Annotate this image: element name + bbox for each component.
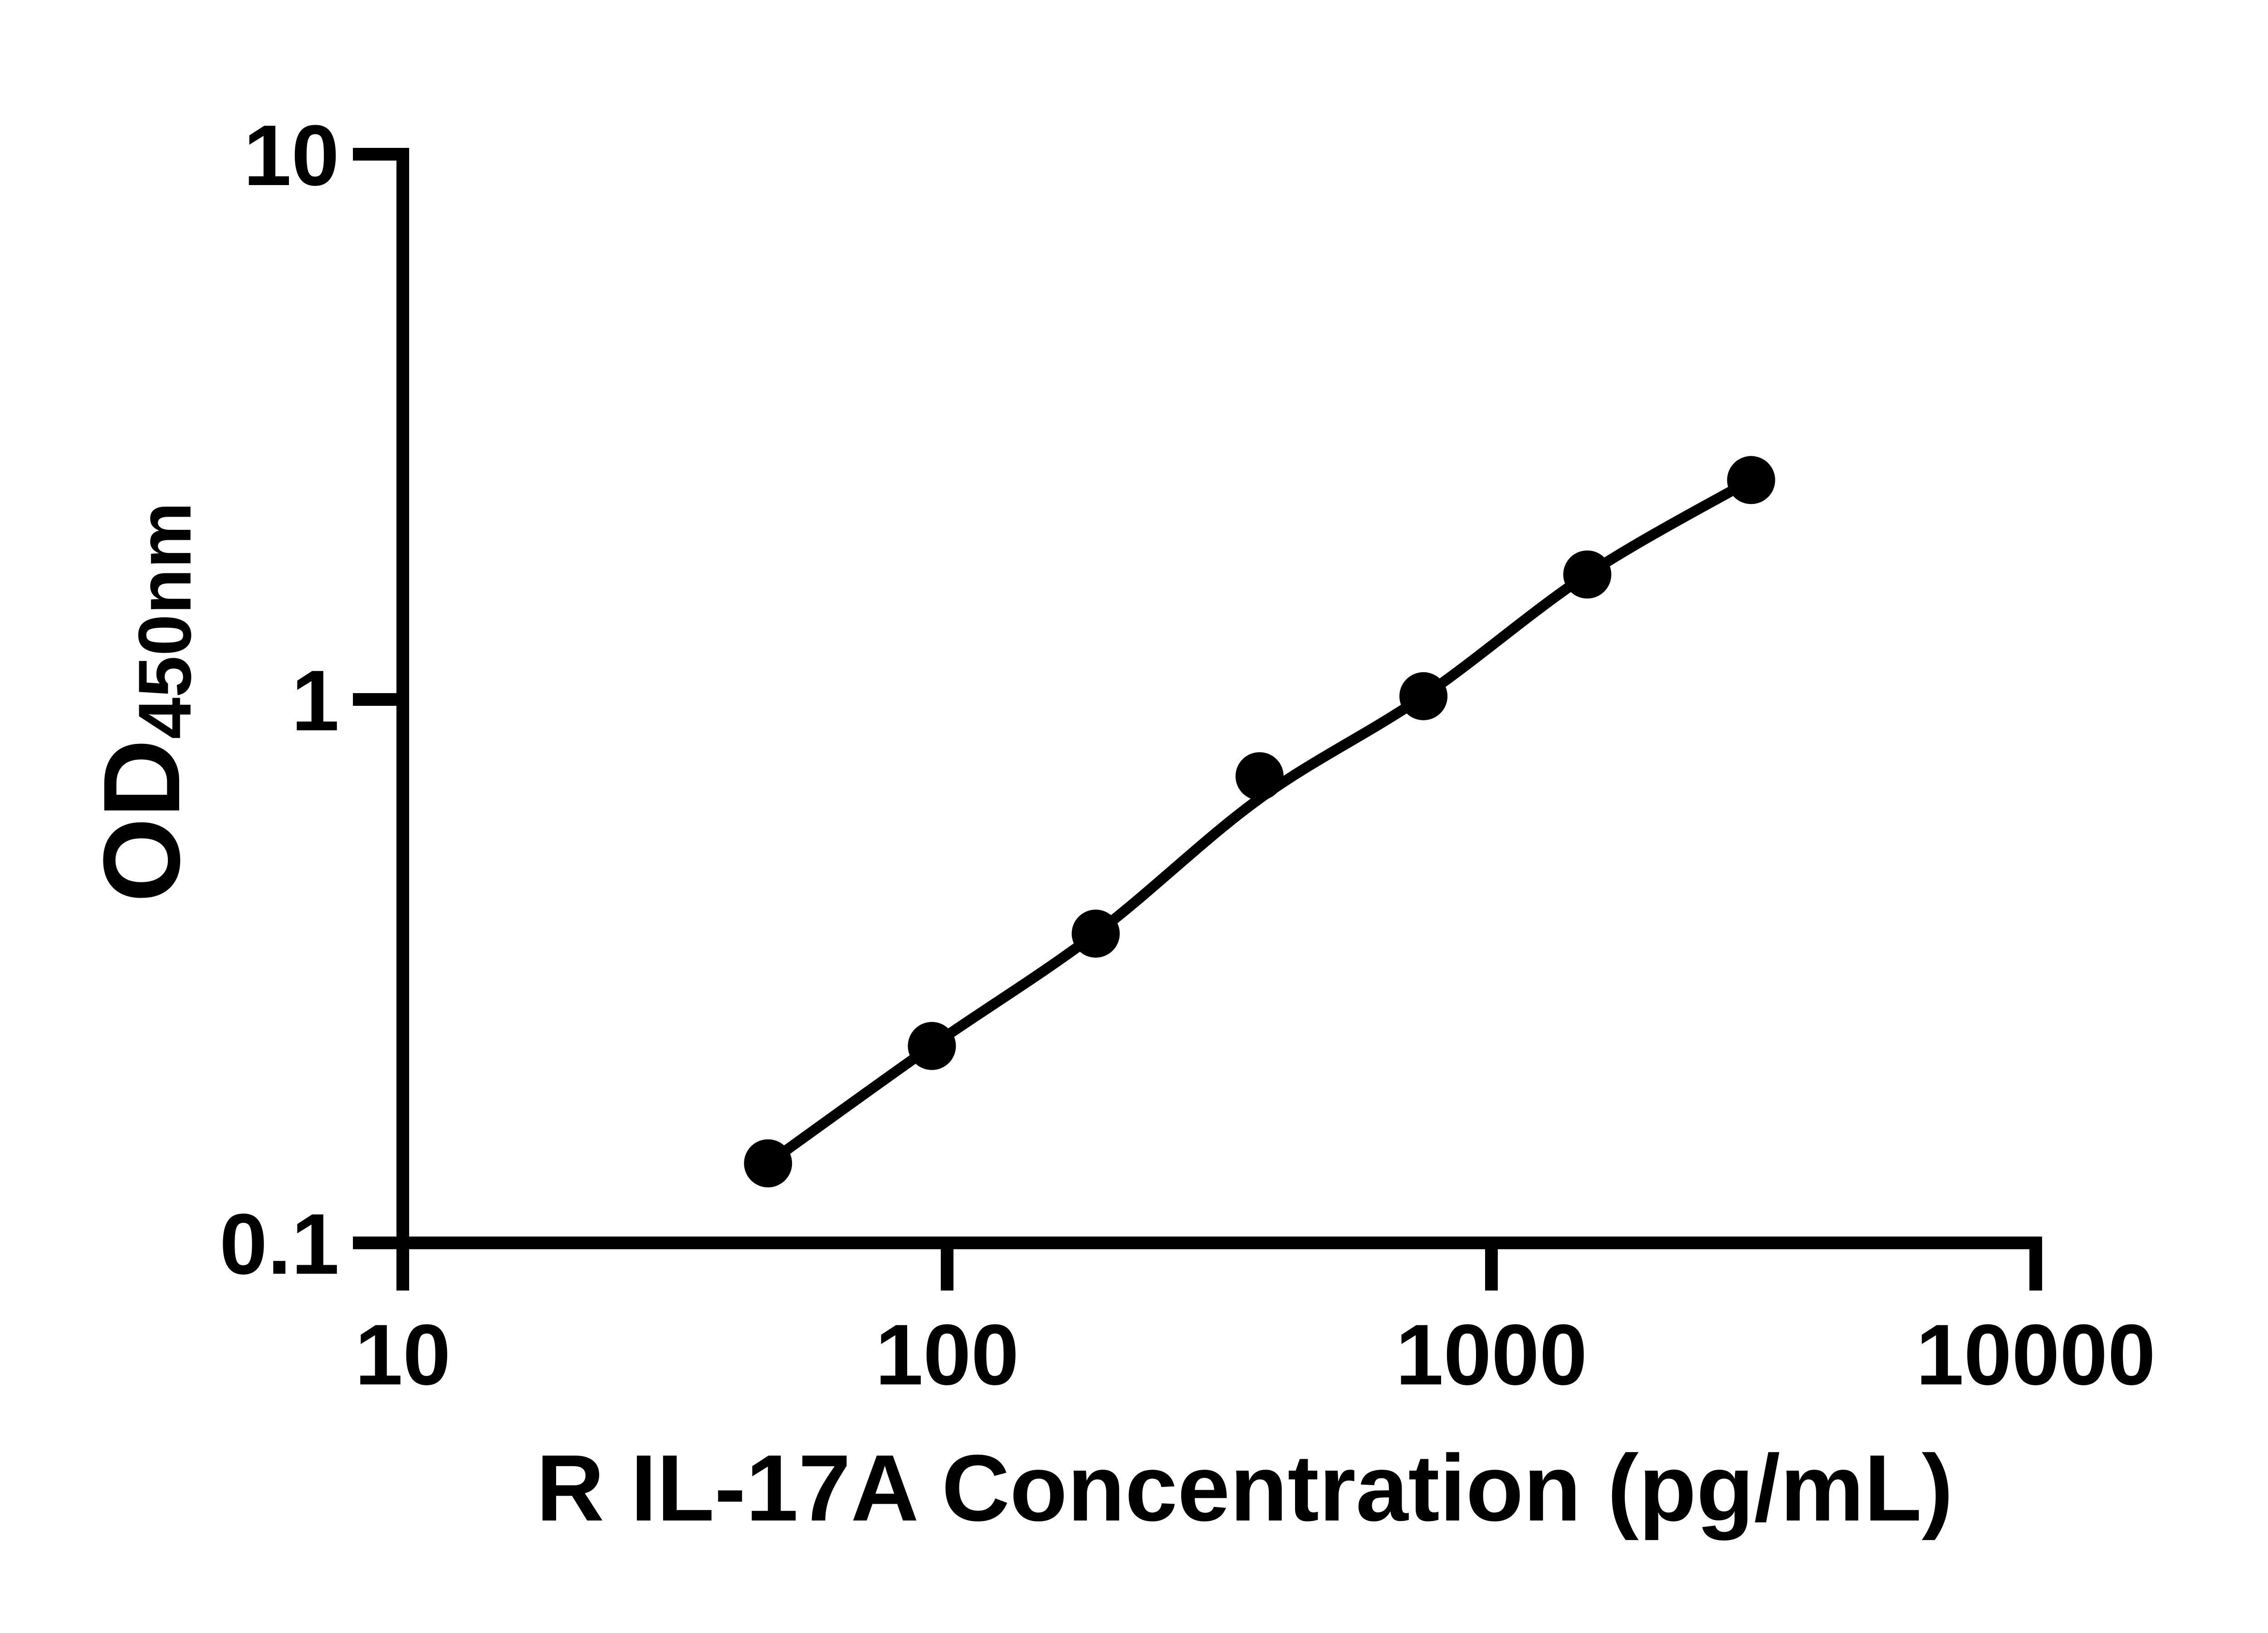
- axes: [353, 148, 2042, 1291]
- data-point: [1235, 752, 1284, 801]
- y-tick-label-0-1: 0.1: [220, 1196, 339, 1292]
- x-tick-label-100: 100: [875, 1307, 1019, 1403]
- y-tick-label-1: 1: [291, 653, 339, 749]
- x-tick-labels: 10 100 1000 10000: [355, 1307, 2156, 1403]
- y-axis-title: OD450nm: [81, 502, 206, 903]
- y-tick-labels: 10 1 0.1: [220, 108, 339, 1292]
- x-axis-title: R IL-17A Concentration (pg/mL): [536, 1436, 1953, 1541]
- data-point: [1071, 909, 1120, 958]
- x-tick-label-10: 10: [355, 1307, 450, 1403]
- x-tick-label-10000: 10000: [1916, 1307, 2156, 1403]
- plot-content: [744, 456, 1775, 1188]
- y-axis-title-main: OD: [81, 739, 202, 902]
- data-point: [744, 1139, 792, 1188]
- y-axis-title-subscript: 450nm: [123, 502, 206, 739]
- y-tick-label-10: 10: [244, 108, 339, 204]
- x-tick-label-1000: 1000: [1396, 1307, 1588, 1403]
- data-point: [908, 1022, 956, 1070]
- data-point: [1727, 456, 1775, 504]
- data-point: [1563, 550, 1612, 599]
- data-point: [1399, 672, 1448, 720]
